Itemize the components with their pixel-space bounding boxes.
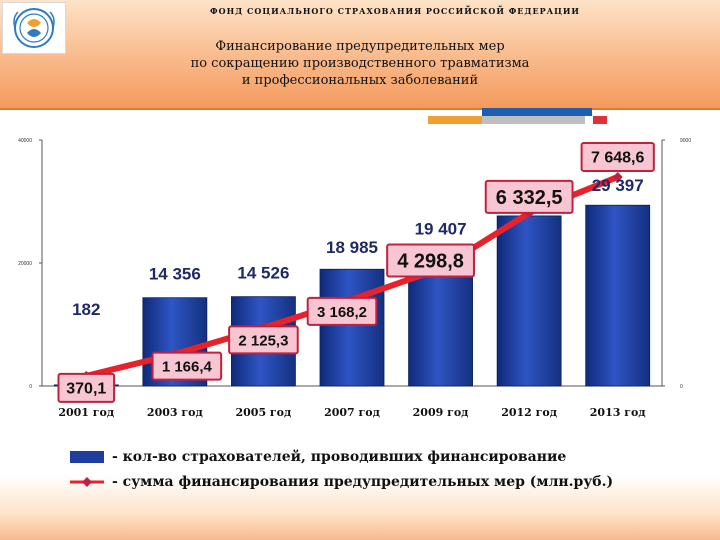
title-line-3: и профессиональных заболеваний xyxy=(241,73,479,88)
left-tick-label-2: 40000 xyxy=(18,138,32,144)
bar-value-label-6: 29 397 xyxy=(592,176,644,195)
x-tick-label-0: 2001 год xyxy=(58,406,114,419)
decor-red-strip xyxy=(593,116,607,124)
line-value-box-0 xyxy=(57,372,116,403)
left-tick-label-1: 20000 xyxy=(18,261,32,267)
chart: 0 20000 40000 0 9000 2001 год 2003 год 2005 год… xyxy=(18,138,691,419)
line-point-6 xyxy=(612,171,623,182)
chart-legend: - кол-во страхователей, проводивших фина… xyxy=(0,440,720,540)
bar-6 xyxy=(585,204,651,387)
x-tick-label-2: 2005 год xyxy=(235,406,291,419)
organization-name: ФОНД СОЦИАЛЬНОГО СТРАХОВАНИЯ РОССИЙСКОЙ … xyxy=(210,6,580,16)
x-tick-label-6: 2013 год xyxy=(590,406,646,419)
bar-3 xyxy=(319,268,385,387)
line-value-box-3 xyxy=(306,296,378,326)
line-value-label-0: 370,1 xyxy=(66,381,106,398)
decor-orange-strip xyxy=(428,116,500,124)
line-value-box-5 xyxy=(484,179,574,214)
title-line-1: Финансирование предупредительных мер xyxy=(215,39,505,54)
x-tick-label-1: 2003 год xyxy=(147,406,203,419)
legend-item-line: - сумма финансирования предупредительных… xyxy=(70,471,613,493)
decor-gray-strip xyxy=(482,116,585,124)
line-value-label-2: 2 125,3 xyxy=(238,332,288,349)
bar-value-label-4: 19 407 xyxy=(415,220,467,239)
bar-value-label-2: 14 526 xyxy=(237,264,289,283)
line-value-box-4 xyxy=(386,243,475,278)
line-value-box-1 xyxy=(151,351,223,381)
bar-4 xyxy=(408,266,473,387)
bottom-gradient-band xyxy=(0,475,720,540)
x-tick-label-4: 2009 год xyxy=(413,406,469,419)
legend-bar-swatch xyxy=(70,451,104,463)
line-value-box-6 xyxy=(580,141,655,172)
legend-label-bars: - кол-во страхователей, проводивших фина… xyxy=(112,449,567,465)
right-tick-label-0: 0 xyxy=(680,384,683,390)
right-tick-label-1: 9000 xyxy=(680,138,691,144)
line-value-box-2 xyxy=(228,325,299,355)
line-value-label-4: 4 298,8 xyxy=(397,251,464,273)
line-value-label-6: 7 648,6 xyxy=(591,150,644,167)
legend-item-bars: - кол-во страхователей, проводивших фина… xyxy=(70,446,566,468)
slide-title: Финансирование предупредительных мер по … xyxy=(90,38,630,89)
bar-value-label-3: 18 985 xyxy=(326,238,378,257)
title-line-2: по сокращению производственного травмати… xyxy=(190,56,530,71)
bar-value-label-0: 182 xyxy=(72,300,100,319)
bar-5 xyxy=(496,215,562,387)
line-value-label-5: 6 332,5 xyxy=(496,187,563,209)
fss-emblem-icon xyxy=(13,8,55,48)
decor-blue-strip xyxy=(482,108,592,116)
slide-header: ФОНД СОЦИАЛЬНОГО СТРАХОВАНИЯ РОССИЙСКОЙ … xyxy=(0,0,720,110)
x-tick-label-5: 2012 год xyxy=(501,406,557,419)
legend-label-line: - сумма финансирования предупредительных… xyxy=(112,474,614,490)
fss-logo xyxy=(2,2,66,54)
line-value-label-3: 3 168,2 xyxy=(317,304,367,321)
x-tick-label-3: 2007 год xyxy=(324,406,380,419)
legend-line-swatch xyxy=(70,477,104,487)
bar-value-label-1: 14 356 xyxy=(149,265,201,284)
line-value-label-1: 1 166,4 xyxy=(162,359,213,376)
left-tick-label-0: 0 xyxy=(29,384,32,390)
